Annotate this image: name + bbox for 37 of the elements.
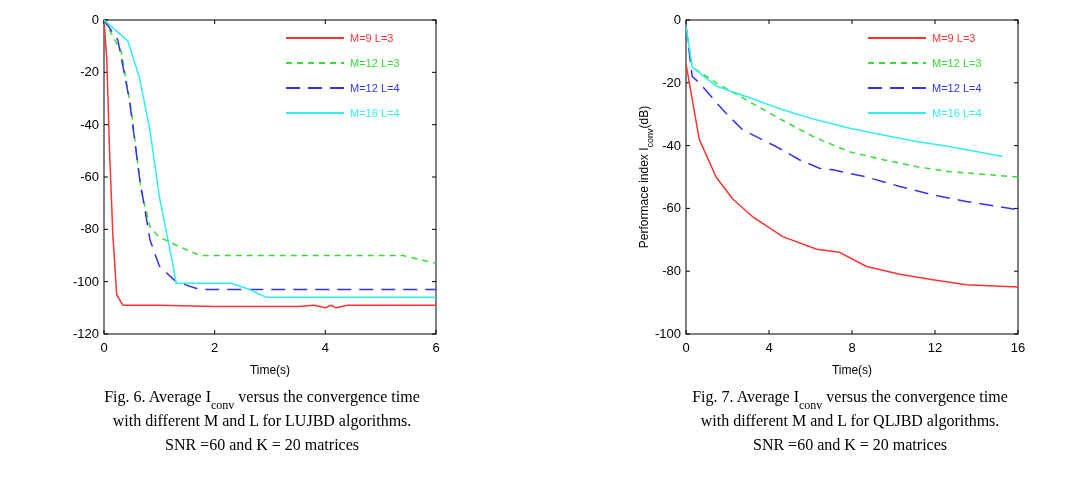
y-tick-label: 0 bbox=[91, 12, 99, 27]
text: M=12 L=3 bbox=[932, 57, 982, 69]
caption: Fig. 6. Average I$_{conv}$ versus the convergence time bbox=[104, 388, 420, 412]
x-tick-label: 4 bbox=[321, 340, 329, 355]
text: M=16 L=4 bbox=[932, 107, 982, 119]
y-tick-label: -60 bbox=[80, 169, 99, 184]
y-tick-label: -20 bbox=[662, 74, 681, 90]
y-tick-label: -100 bbox=[72, 273, 99, 289]
x-axis-title: Time(s) bbox=[831, 363, 873, 377]
x-tick-label: 12 bbox=[927, 340, 943, 355]
text: SNR =60 and K = 20 matrices bbox=[164, 436, 360, 453]
y-tick-label: -60 bbox=[662, 200, 681, 216]
x-tick-label: 6 bbox=[432, 340, 440, 355]
text: M=12 L=4 bbox=[932, 82, 982, 94]
x-tick-label: 8 bbox=[848, 340, 856, 355]
y-tick-label: 0 bbox=[673, 12, 681, 27]
text: with different M and L for QLJBD algorithms. bbox=[700, 412, 1000, 430]
text: M=9 L=3 bbox=[932, 32, 976, 44]
y-tick-label: -120 bbox=[72, 326, 99, 341]
y-tick-label: -40 bbox=[80, 116, 99, 132]
text: M=16 L=4 bbox=[350, 107, 400, 119]
x-axis-title: Time(s) bbox=[249, 363, 291, 377]
y-tick-label: -40 bbox=[662, 137, 681, 153]
text: M=9 L=3 bbox=[350, 32, 394, 44]
y-tick-label: -20 bbox=[80, 64, 99, 80]
y-tick-label: -100 bbox=[654, 326, 681, 341]
caption: Fig. 7. Average I$_{conv}$ versus the convergence time bbox=[692, 388, 1008, 412]
text: M=12 L=3 bbox=[350, 57, 400, 69]
y-tick-label: -80 bbox=[662, 263, 681, 279]
line-series bbox=[686, 25, 1004, 158]
x-tick-label: 16 bbox=[1010, 340, 1026, 355]
x-tick-label: 4 bbox=[765, 340, 773, 355]
text: with different M and L for LUJBD algorithms. bbox=[112, 412, 412, 430]
text: M=12 L=4 bbox=[350, 82, 400, 94]
text: SNR =60 and K = 20 matrices bbox=[752, 436, 948, 453]
y-tick-label: -80 bbox=[80, 221, 99, 237]
x-tick-label: 2 bbox=[211, 340, 219, 355]
